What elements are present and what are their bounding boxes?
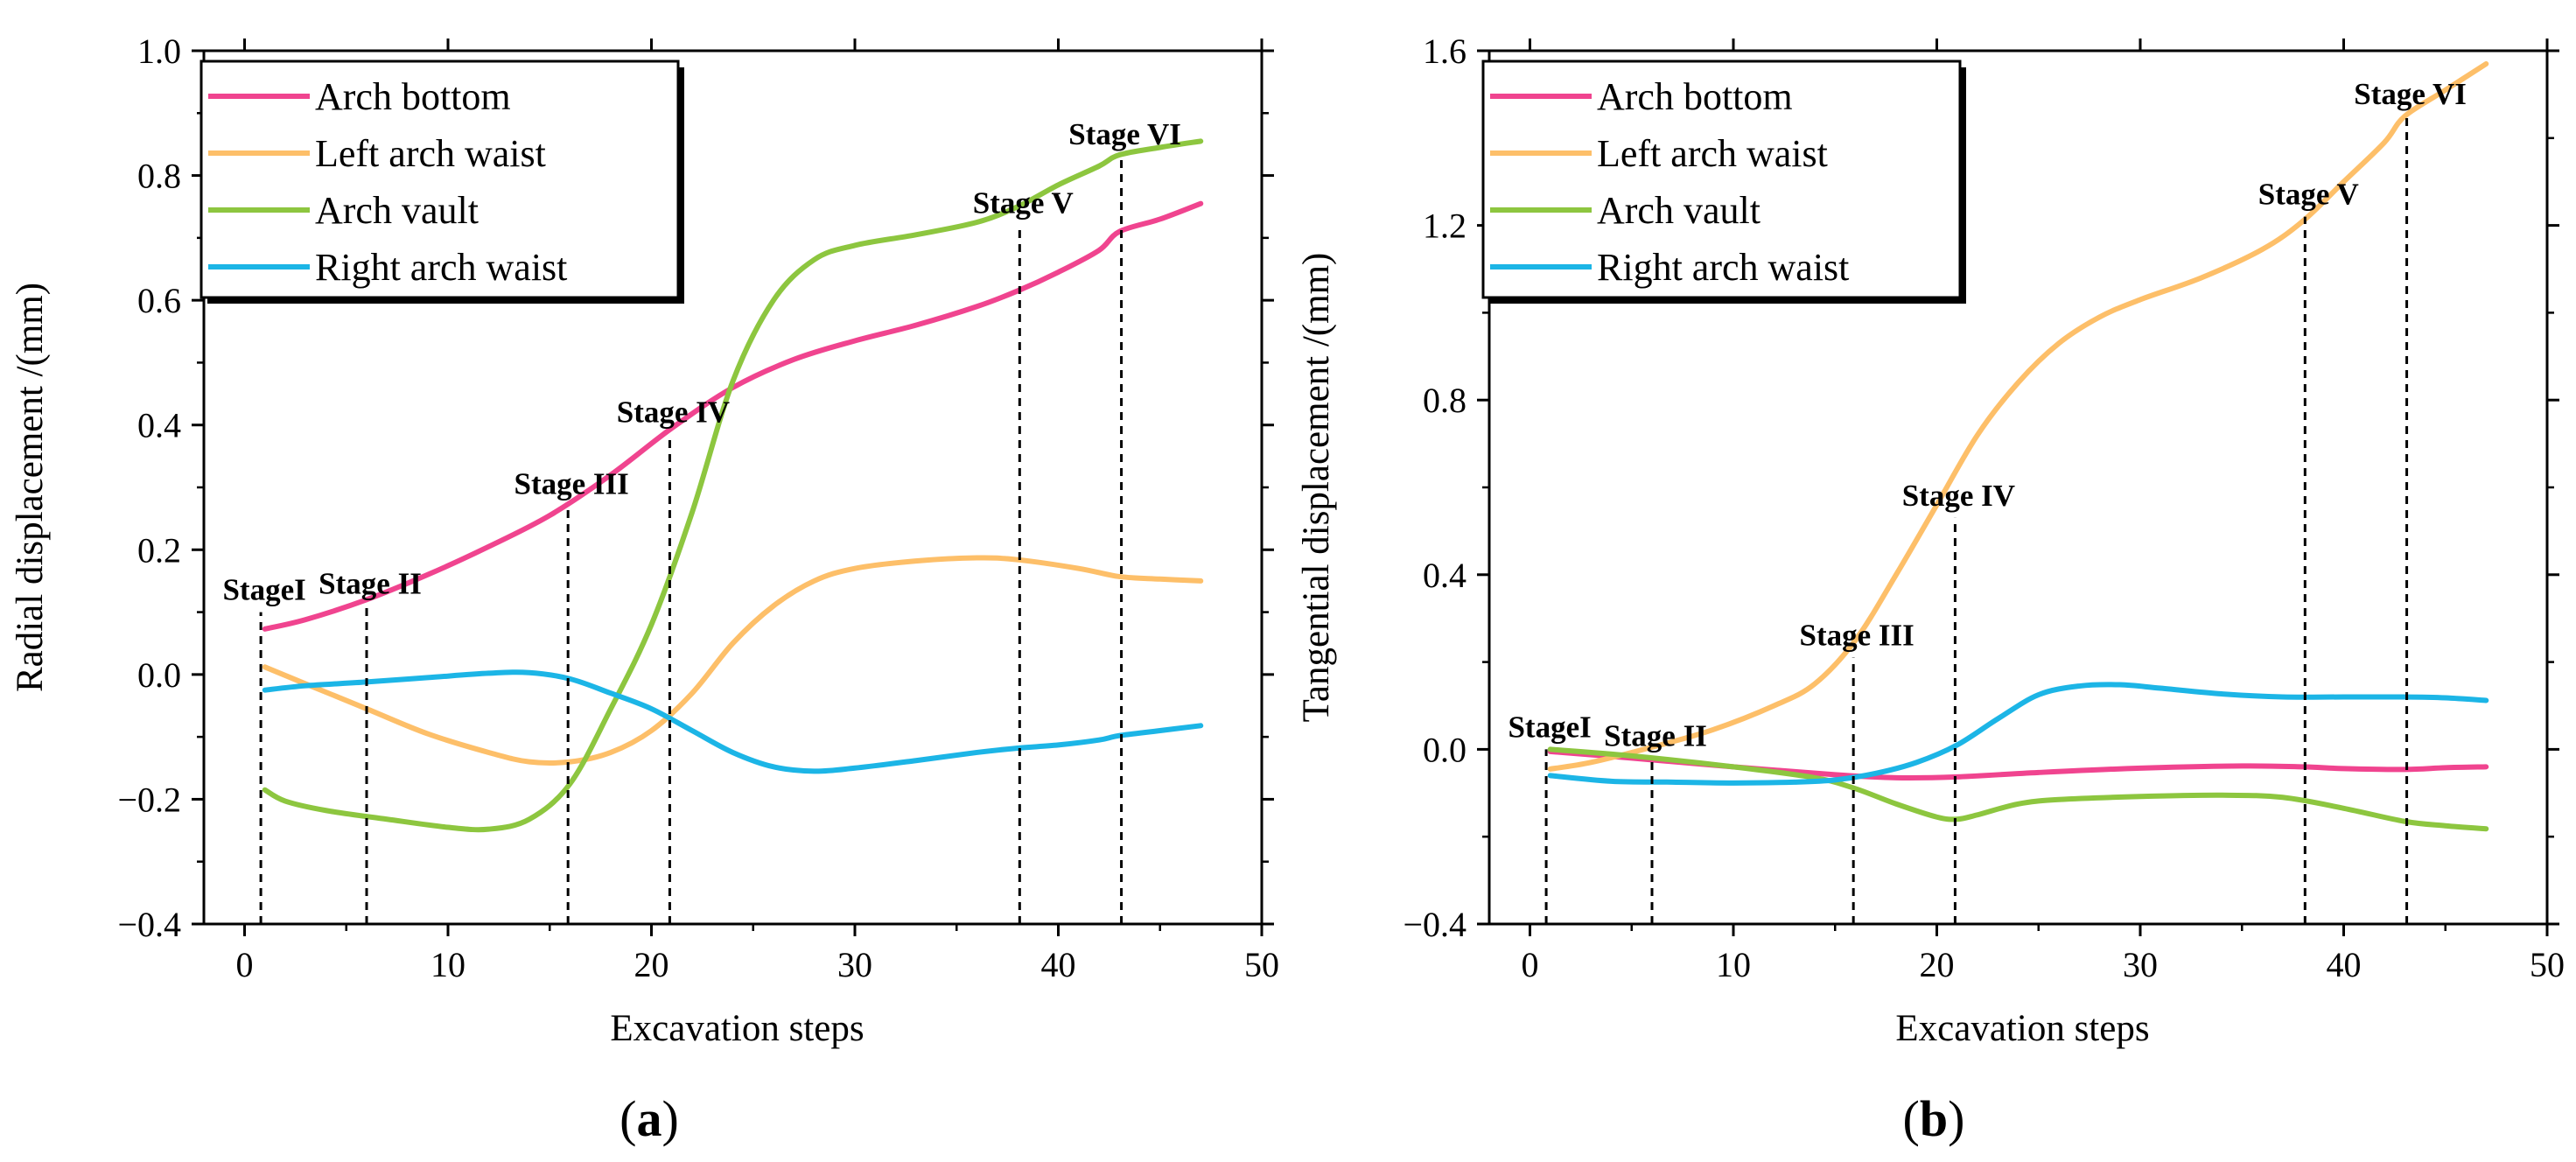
x-tick-label: 0 [1522,945,1539,984]
x-tick-label: 10 [1716,945,1751,984]
legend-label: Left arch waist [1597,132,1828,175]
y-tick-label: 0.4 [137,406,181,445]
legend-label: Arch bottom [1597,75,1793,118]
chart-panel-a: StageI Stage II Stage III Stage IV Stage V St… [10,32,1279,1147]
chart-panel-b: StageI Stage II Stage III Stage IV Stage V St… [1296,32,2565,1147]
x-tick-label: 30 [837,945,872,984]
y-tick-label: 0.0 [137,655,181,695]
x-tick-label: 50 [2530,945,2565,984]
series-line-arch-bottom [1547,748,2489,780]
y-tick-label: 0.6 [137,281,181,320]
series-line-left-arch-waist [1547,60,2489,772]
legend-box [1481,60,1962,299]
y-axis: −0.4 0.0 0.4 0.8 1.2 1.6 [1403,32,2559,944]
x-axis: 0 10 20 30 40 50 [1522,38,2565,984]
legend-label: Right arch waist [1597,246,1849,289]
stage-label: Stage III [1800,619,1914,653]
x-tick-label: 0 [236,945,254,984]
series-lines [262,138,1204,833]
x-axis: 0 10 20 30 40 50 [236,38,1279,984]
series-line-arch-bottom [262,200,1204,632]
stage-label: Stage III [514,466,629,500]
y-tick-label: −0.2 [117,780,181,819]
x-tick-label: 40 [2327,945,2362,984]
panel-label: (b) [1903,1090,1965,1147]
stage-markers: StageI Stage II Stage III Stage IV Stage V St… [222,117,1181,924]
x-tick-label: 50 [1244,945,1279,984]
stage-label: StageI [1508,710,1591,744]
stage-label: Stage II [318,566,422,600]
y-tick-label: −0.4 [117,905,181,944]
y-tick-label: 0.8 [137,157,181,196]
stage-label: Stage VI [2354,77,2467,111]
series-line-right-arch-waist [1547,682,2489,786]
legend-label: Arch vault [315,189,479,232]
stage-label: Stage IV [617,395,730,429]
stage-label: StageI [222,573,305,607]
y-tick-label: 0.0 [1423,730,1466,769]
y-tick-label: 0.2 [137,530,181,570]
series-lines [1547,60,2489,832]
stage-label: Stage IV [1902,479,2015,513]
legend-label: Left arch waist [315,132,546,175]
legend-box [200,60,680,299]
x-tick-label: 40 [1041,945,1076,984]
y-axis-title: Radial displacement /(mm) [10,283,51,692]
legend: Arch bottom Left arch waist Arch vault Righ… [1481,60,1966,304]
y-axis-title: Tangential displacement /(mm) [1296,253,1337,723]
legend-label: Arch bottom [315,75,511,118]
panel-label: (a) [620,1090,679,1147]
stage-label: Stage VI [1068,117,1181,151]
legend: Arch bottom Left arch waist Arch vault Righ… [200,60,684,304]
x-tick-label: 20 [1920,945,1955,984]
series-line-left-arch-waist [262,555,1204,766]
series-line-arch-vault [1547,746,2489,832]
stage-label: Stage V [2258,178,2359,212]
y-tick-label: 1.0 [137,32,181,71]
x-axis-title: Excavation steps [610,1008,864,1049]
legend-label: Arch vault [1597,189,1760,232]
y-tick-label: 0.4 [1423,556,1466,595]
stage-label: Stage II [1604,718,1707,752]
legend-label: Right arch waist [315,246,567,289]
x-axis-title: Excavation steps [1895,1008,2149,1049]
y-tick-label: −0.4 [1403,905,1466,944]
y-tick-label: 1.2 [1423,206,1466,246]
x-tick-label: 10 [430,945,466,984]
x-tick-label: 30 [2123,945,2158,984]
series-line-right-arch-waist [262,669,1204,774]
x-tick-label: 20 [634,945,669,984]
y-tick-label: 0.8 [1423,381,1466,420]
y-axis: −0.4 −0.2 0.0 0.2 0.4 0.6 0.8 1.0 [117,32,1274,944]
stage-label: Stage V [973,186,1074,220]
y-tick-label: 1.6 [1423,32,1466,71]
series-line-arch-vault [262,138,1204,833]
stage-markers: StageI Stage II Stage III Stage IV Stage V St… [1508,77,2467,924]
